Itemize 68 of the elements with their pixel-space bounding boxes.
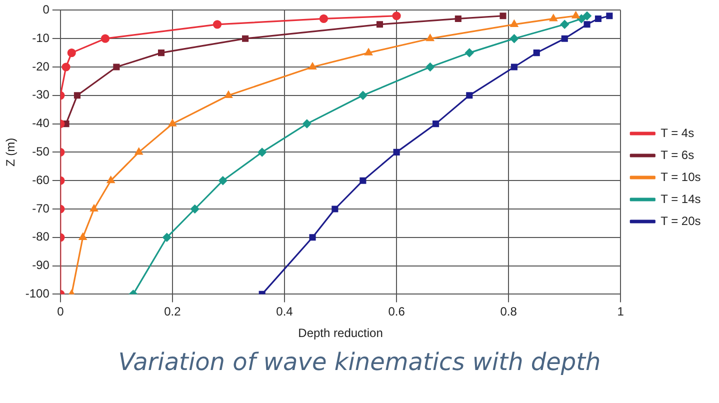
- legend-label: T = 4s: [660, 126, 694, 140]
- text: Variation of wave kinematics with depth: [117, 348, 602, 376]
- y-tick-label: -50: [32, 144, 50, 159]
- y-tick-label: -60: [32, 172, 50, 187]
- point: [393, 148, 400, 156]
- x-tick-label: 1: [617, 304, 624, 319]
- legend-label: T = 20s: [660, 214, 701, 228]
- point: [242, 35, 249, 42]
- point: [465, 48, 474, 58]
- point: [550, 14, 558, 22]
- point: [454, 15, 462, 22]
- y-tick-label: -30: [32, 88, 50, 102]
- point: [309, 234, 316, 241]
- point: [426, 62, 434, 72]
- point: [582, 12, 592, 20]
- legend-label: T = 6s: [660, 148, 694, 162]
- point: [135, 148, 143, 155]
- x-tick-label: 0.4: [276, 304, 294, 319]
- y-axis-title: Z (m): [4, 138, 18, 167]
- point: [258, 148, 266, 156]
- point: [360, 177, 366, 184]
- point: [577, 14, 586, 24]
- point: [500, 12, 506, 20]
- y-tick-label: -100: [25, 286, 50, 301]
- legend-label: T = 10s: [660, 170, 701, 184]
- point: [308, 62, 316, 70]
- point: [364, 48, 372, 56]
- point: [224, 91, 232, 98]
- y-tick-label: -90: [32, 258, 50, 272]
- point: [113, 64, 120, 70]
- point: [78, 233, 87, 240]
- point: [302, 120, 312, 128]
- point: [158, 50, 165, 56]
- point: [190, 204, 200, 214]
- y-tick-label: -70: [32, 201, 50, 216]
- point: [533, 50, 540, 56]
- point: [426, 34, 434, 42]
- point: [510, 20, 518, 27]
- point: [358, 91, 368, 100]
- point: [218, 176, 228, 185]
- point: [74, 92, 80, 99]
- y-tick-label: 0: [42, 2, 50, 17]
- point: [510, 64, 518, 70]
- x-axis-title: Depth reduction: [298, 326, 383, 340]
- y-tick-label: -20: [32, 59, 50, 74]
- point: [432, 120, 440, 128]
- x-tick-label: 0: [57, 304, 64, 319]
- point: [584, 21, 590, 28]
- point: [107, 176, 115, 184]
- x-tick-label: 0.2: [164, 304, 182, 319]
- y-tick-label: -10: [32, 30, 50, 45]
- point: [572, 12, 580, 18]
- point: [606, 12, 613, 20]
- point: [560, 20, 569, 29]
- point: [510, 34, 519, 43]
- point: [332, 206, 338, 212]
- legend-label: T = 14s: [660, 192, 701, 206]
- point: [162, 233, 172, 242]
- x-tick-label: 0.6: [388, 304, 406, 319]
- y-tick-label: -80: [32, 230, 50, 244]
- y-tick-label: -40: [32, 116, 50, 130]
- point: [594, 15, 602, 22]
- point: [466, 92, 473, 99]
- point: [561, 35, 568, 42]
- point: [376, 21, 384, 28]
- point: [168, 120, 176, 126]
- x-tick-label: 0.8: [500, 304, 518, 319]
- point: [90, 204, 98, 212]
